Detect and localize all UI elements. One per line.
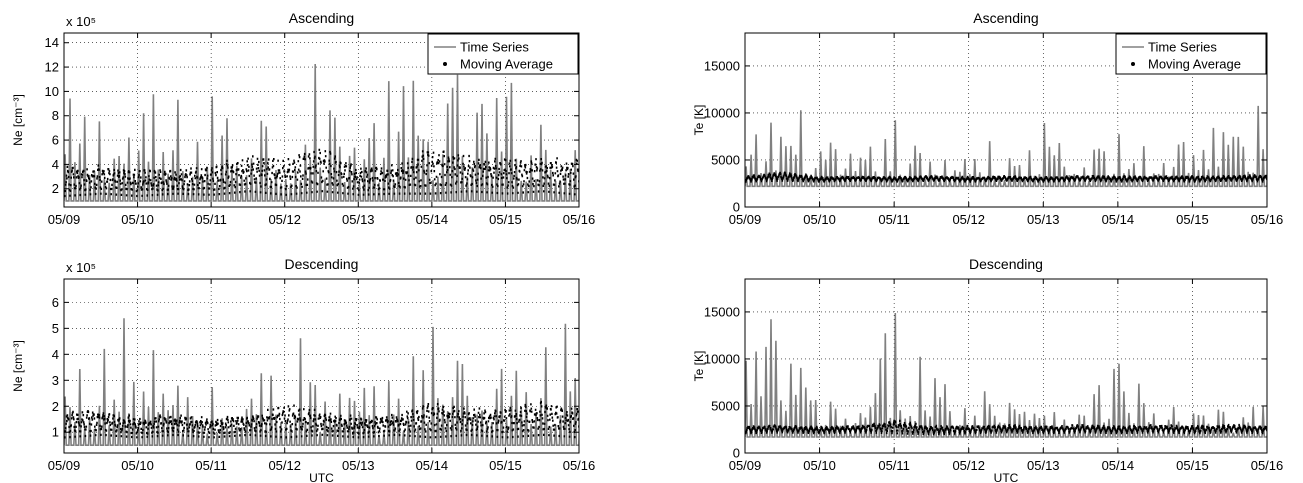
legend-entry: Moving Average: [1148, 57, 1241, 72]
x-tick-label: 05/09: [48, 458, 81, 473]
y-tick-label: 2: [52, 181, 59, 196]
y-tick-label: 1: [52, 425, 59, 440]
moving-average-dots: [745, 171, 1267, 183]
x-tick-label: 05/10: [121, 212, 154, 227]
x-tick-label: 05/16: [563, 212, 596, 227]
x-tick-label: 05/11: [878, 458, 910, 473]
y-axis-label: Te [K]: [692, 351, 706, 382]
x-tick-label: 05/10: [121, 458, 154, 473]
x-tick-label: 05/09: [729, 212, 762, 227]
y-tick-label: 14: [45, 35, 59, 50]
y-tick-label: 6: [52, 295, 59, 310]
legend-box: [1115, 33, 1267, 75]
moving-average-dots: [745, 419, 1267, 436]
legend-entry: Time Series: [1148, 40, 1217, 55]
moving-average-dots: [64, 148, 579, 198]
y-axis-multiplier: x 10⁵: [66, 14, 96, 29]
series-moving-average: [64, 148, 579, 198]
series-time-series: [64, 318, 579, 446]
axes-box: [744, 32, 1268, 208]
x-tick-label: 05/09: [729, 458, 762, 473]
series-moving-average: [745, 171, 1267, 183]
panel-title: Ascending: [973, 10, 1038, 26]
time-series-line: [64, 63, 579, 202]
time-series-line: [745, 312, 1267, 438]
x-tick-label: 05/09: [48, 212, 81, 227]
y-tick-label: 10000: [704, 105, 740, 120]
y-tick-label: 12: [45, 60, 59, 75]
x-tick-label: 05/14: [1102, 458, 1135, 473]
y-tick-label: 10000: [704, 351, 740, 366]
series-moving-average: [64, 400, 579, 439]
legend: Time Series Moving Average: [427, 33, 579, 75]
y-tick-label: 4: [52, 347, 59, 362]
chart-panel-ne-desc: 05/09 05/10 05/11 05/12 05/13 05/14 05/15 05/16…: [11, 256, 595, 483]
x-tick-label: 05/13: [342, 458, 375, 473]
x-tick-label: 05/15: [1176, 212, 1209, 227]
x-tick-label: 05/10: [803, 212, 836, 227]
legend-entry: Moving Average: [460, 57, 553, 72]
chart-panel-te-asc: 05/09 05/10 05/11 05/12 05/13 05/14 05/15 05/16…: [692, 10, 1283, 227]
series-time-series: [64, 63, 579, 202]
x-tick-label: 05/13: [342, 212, 375, 227]
series-time-series: [745, 312, 1267, 438]
y-axis-label: Ne [cm⁻³]: [11, 340, 25, 392]
x-tick-label: 05/15: [1176, 458, 1209, 473]
x-tick-label: 05/16: [563, 458, 596, 473]
x-tick-label: 05/12: [268, 458, 301, 473]
y-tick-label: 15000: [704, 58, 740, 73]
x-tick-label: 05/16: [1251, 458, 1284, 473]
x-tick-label: 05/11: [195, 458, 227, 473]
y-axis-label: Ne [cm⁻³]: [11, 94, 25, 146]
series-moving-average: [745, 419, 1267, 436]
time-series-line: [64, 318, 579, 446]
panel-title: Ascending: [289, 10, 354, 26]
legend-swatch-dot: [1131, 62, 1135, 66]
y-axis-label: Te [K]: [692, 105, 706, 136]
x-axis-label: UTC: [309, 471, 334, 483]
y-tick-label: 3: [52, 373, 59, 388]
legend-swatch-dot: [443, 62, 447, 66]
chart-panel-ne-asc: 05/09 05/10 05/11 05/12 05/13 05/14 05/15 05/16…: [11, 10, 595, 227]
y-tick-label: 0: [733, 200, 740, 215]
x-tick-label: 05/11: [195, 212, 227, 227]
y-tick-label: 15000: [704, 304, 740, 319]
x-tick-label: 05/12: [268, 212, 301, 227]
x-tick-label: 05/11: [878, 212, 910, 227]
y-tick-label: 4: [52, 157, 59, 172]
y-tick-label: 10: [45, 84, 59, 99]
y-tick-label: 2: [52, 399, 59, 414]
y-tick-label: 5000: [711, 398, 740, 413]
x-tick-label: 05/12: [952, 458, 985, 473]
x-tick-label: 05/12: [952, 212, 985, 227]
y-tick-label: 5000: [711, 152, 740, 167]
x-axis-label: UTC: [994, 471, 1019, 483]
x-tick-label: 05/10: [803, 458, 836, 473]
y-tick-label: 5: [52, 321, 59, 336]
axes-box: [63, 278, 580, 454]
legend-entry: Time Series: [460, 40, 529, 55]
y-tick-label: 0: [733, 446, 740, 461]
axes-box: [744, 278, 1268, 454]
legend-box: [427, 33, 579, 75]
moving-average-dots: [64, 400, 579, 439]
x-tick-label: 05/14: [416, 212, 449, 227]
x-tick-label: 05/14: [1102, 212, 1135, 227]
panel-title: Descending: [969, 256, 1043, 272]
x-tick-label: 05/13: [1027, 458, 1060, 473]
y-tick-label: 8: [52, 108, 59, 123]
y-tick-label: 6: [52, 133, 59, 148]
legend: Time Series Moving Average: [1115, 33, 1267, 75]
y-axis-multiplier: x 10⁵: [66, 260, 96, 275]
x-tick-label: 05/15: [489, 458, 522, 473]
x-tick-label: 05/15: [489, 212, 522, 227]
x-tick-label: 05/16: [1251, 212, 1284, 227]
chart-panel-te-desc: 05/09 05/10 05/11 05/12 05/13 05/14 05/15 05/16…: [692, 256, 1283, 483]
axes-box: [63, 32, 580, 208]
x-tick-label: 05/13: [1027, 212, 1060, 227]
x-tick-label: 05/14: [416, 458, 449, 473]
panel-title: Descending: [285, 256, 359, 272]
